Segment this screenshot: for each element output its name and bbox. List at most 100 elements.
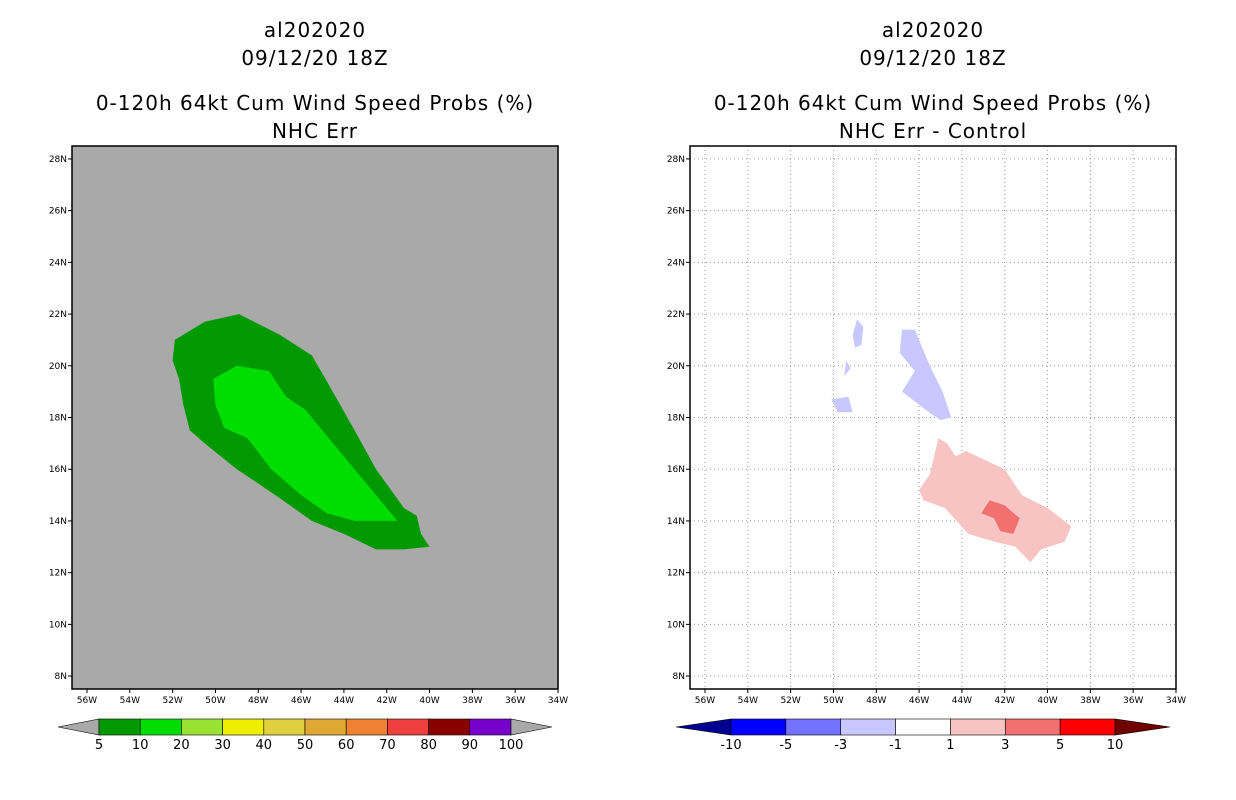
panel-left: 56W 54W 52W 50W 48W 46W 44W 42W 40W 38W 36W 34W 28N 2…	[49, 145, 568, 753]
x-tick-label: 44W	[952, 696, 972, 706]
y-tick-label: 24N	[49, 258, 67, 268]
x-tick-label: 50W	[823, 696, 843, 706]
colorbar-label: 3	[1001, 738, 1009, 753]
y-tick-label: 26N	[667, 207, 685, 217]
colorbar-label: 30	[214, 738, 231, 753]
colorbar-label: -3	[834, 738, 847, 753]
colorbar-swatch	[181, 718, 223, 736]
contour-region-5	[981, 500, 1020, 534]
colorbar-label: 80	[420, 738, 437, 753]
colorbar-label: 60	[338, 738, 355, 753]
right-title-subtitle: NHC Err - Control	[838, 119, 1028, 143]
x-tick-label: 34W	[1166, 696, 1186, 706]
y-tick-label: 16N	[49, 465, 67, 475]
colorbar-swatch	[263, 718, 306, 736]
left-title-storm: al202020	[263, 18, 367, 42]
colorbar-label: 5	[1056, 738, 1064, 753]
left-title-subtitle: NHC Err	[271, 119, 359, 143]
colorbar-label: 5	[95, 738, 103, 753]
x-tick-label: 34W	[548, 696, 568, 706]
x-tick-label: 38W	[1080, 696, 1100, 706]
y-tick-label: 18N	[667, 414, 685, 424]
x-tick-label: 42W	[377, 696, 397, 706]
colorbar-label: 40	[256, 738, 273, 753]
x-tick-label: 42W	[995, 696, 1015, 706]
left-title-product: 0-120h 64kt Cum Wind Speed Probs (%)	[95, 91, 535, 115]
contour-region-1	[213, 365, 398, 521]
y-tick-label: 28N	[49, 155, 67, 165]
colorbar-label: 10	[132, 738, 149, 753]
colorbar-label: 20	[173, 738, 190, 753]
colorbar-label: 100	[499, 738, 524, 753]
contour-region-0	[899, 329, 952, 421]
colorbar-high-triangle	[1114, 718, 1171, 736]
y-tick-label: 8N	[55, 672, 67, 682]
colorbar-swatch	[139, 718, 182, 736]
colorbar-label: -10	[720, 738, 741, 753]
colorbar-swatch	[304, 718, 347, 736]
right-title-date: 09/12/20 18Z	[859, 46, 1007, 70]
x-tick-label: 46W	[909, 696, 929, 706]
x-tick-label: 46W	[291, 696, 311, 706]
x-tick-label: 40W	[1037, 696, 1057, 706]
left-title-date: 09/12/20 18Z	[241, 46, 389, 70]
contour-region-2	[831, 396, 853, 413]
colorbar-swatch	[730, 718, 787, 736]
x-tick-label: 50W	[205, 696, 225, 706]
x-tick-label: 38W	[462, 696, 482, 706]
x-tick-label: 54W	[120, 696, 140, 706]
y-tick-label: 10N	[667, 620, 685, 630]
colorbar-label: 10	[1107, 738, 1124, 753]
colorbar-swatch	[840, 718, 896, 736]
y-tick-label: 28N	[667, 155, 685, 165]
colorbar-swatch	[222, 718, 265, 736]
colorbar-swatch	[387, 718, 429, 736]
colorbar-swatch	[345, 718, 388, 736]
y-tick-label: 16N	[667, 465, 685, 475]
x-tick-label: 52W	[162, 696, 182, 706]
colorbar-label: -1	[889, 738, 902, 753]
colorbar-swatch	[469, 718, 512, 736]
y-tick-label: 12N	[667, 569, 685, 579]
colorbar-swatch	[1004, 718, 1061, 736]
y-tick-label: 24N	[667, 258, 685, 268]
colorbar-low-triangle	[675, 718, 732, 736]
colorbar-high-triangle	[510, 718, 553, 736]
contour-region-1	[852, 319, 864, 348]
y-tick-label: 26N	[49, 207, 67, 217]
x-tick-label: 44W	[334, 696, 354, 706]
x-tick-label: 48W	[248, 696, 268, 706]
colorbar-swatch	[98, 718, 141, 736]
colorbar-swatch	[950, 718, 1006, 736]
y-tick-label: 20N	[49, 362, 67, 372]
y-tick-label: 20N	[667, 362, 685, 372]
y-tick-label: 18N	[49, 414, 67, 424]
colorbar-label: 70	[379, 738, 396, 753]
panel-right: 56W 54W 52W 50W 48W 46W 44W 42W 40W 38W 36W 34W 28N 2…	[667, 145, 1186, 753]
y-tick-label: 22N	[667, 310, 685, 320]
x-tick-label: 56W	[695, 696, 715, 706]
right-title-product: 0-120h 64kt Cum Wind Speed Probs (%)	[713, 91, 1153, 115]
x-tick-label: 56W	[77, 696, 97, 706]
right-title-storm: al202020	[881, 18, 985, 42]
colorbar-swatch	[428, 718, 471, 736]
colorbar-label: 50	[297, 738, 314, 753]
y-tick-label: 8N	[673, 672, 685, 682]
colorbar-swatch	[895, 718, 951, 736]
y-tick-label: 14N	[667, 517, 685, 527]
colorbar-label: 1	[946, 738, 954, 753]
x-tick-label: 52W	[780, 696, 800, 706]
x-tick-label: 54W	[738, 696, 758, 706]
x-tick-label: 48W	[866, 696, 886, 706]
x-tick-label: 40W	[419, 696, 439, 706]
colorbar-swatch	[785, 718, 842, 736]
y-tick-label: 22N	[49, 310, 67, 320]
x-tick-label: 36W	[505, 696, 525, 706]
y-tick-label: 10N	[49, 620, 67, 630]
contour-region-4	[919, 438, 1072, 563]
colorbar-label: -5	[779, 738, 792, 753]
y-tick-label: 12N	[49, 569, 67, 579]
contour-region-3	[844, 360, 851, 377]
colorbar-swatch	[1059, 718, 1116, 736]
